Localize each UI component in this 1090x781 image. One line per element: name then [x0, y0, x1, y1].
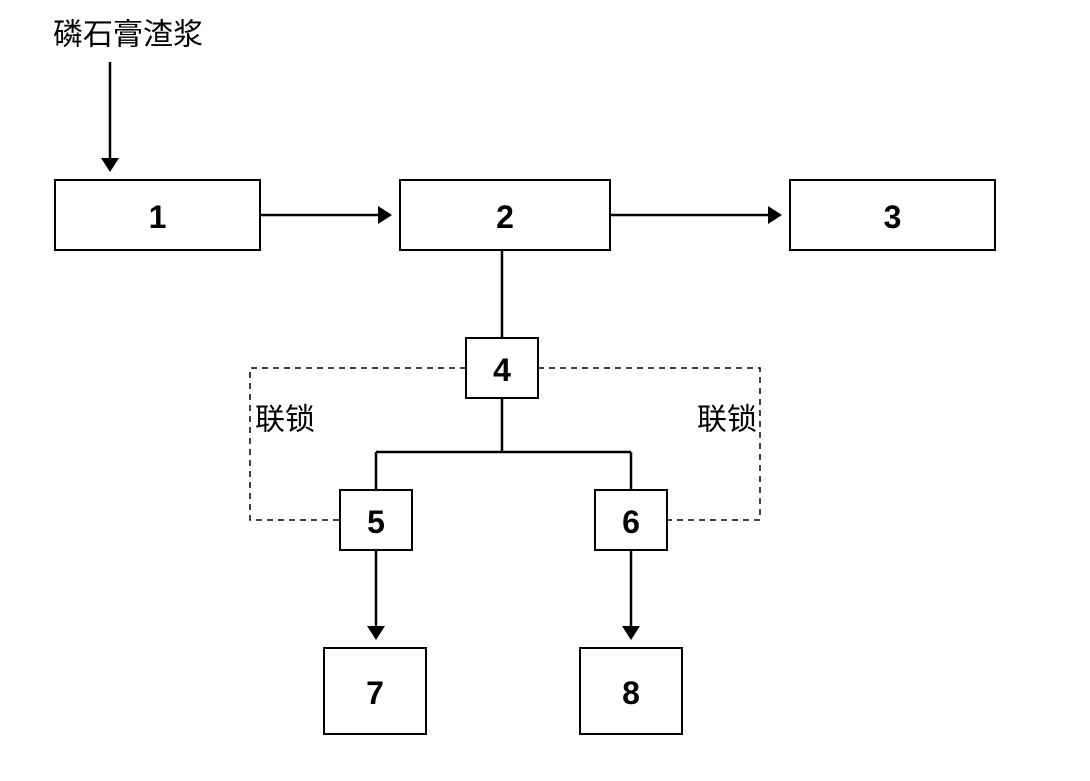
input-label: 磷石膏渣浆	[53, 19, 203, 52]
node-n2: 2	[400, 180, 610, 250]
flowchart-canvas: 1 2 3 4 5 6 7 8 磷石膏渣浆 联锁 联锁	[0, 0, 1090, 781]
node-n6-label: 6	[622, 504, 640, 540]
interlock-label-left: 联锁	[255, 404, 315, 437]
node-n5-label: 5	[367, 504, 385, 540]
nodes: 1 2 3 4 5 6 7 8	[55, 180, 995, 734]
interlock-label-right: 联锁	[697, 404, 757, 437]
node-n1-label: 1	[149, 199, 167, 235]
node-n4: 4	[466, 338, 538, 398]
node-n3: 3	[790, 180, 995, 250]
edges	[110, 62, 780, 638]
node-n7-label: 7	[366, 675, 384, 711]
node-n7: 7	[324, 648, 426, 734]
node-n3-label: 3	[884, 199, 902, 235]
node-n1: 1	[55, 180, 260, 250]
node-n8-label: 8	[622, 675, 640, 711]
node-n5: 5	[340, 490, 412, 550]
node-n2-label: 2	[496, 199, 514, 235]
node-n6: 6	[595, 490, 667, 550]
node-n4-label: 4	[493, 352, 511, 388]
node-n8: 8	[580, 648, 682, 734]
